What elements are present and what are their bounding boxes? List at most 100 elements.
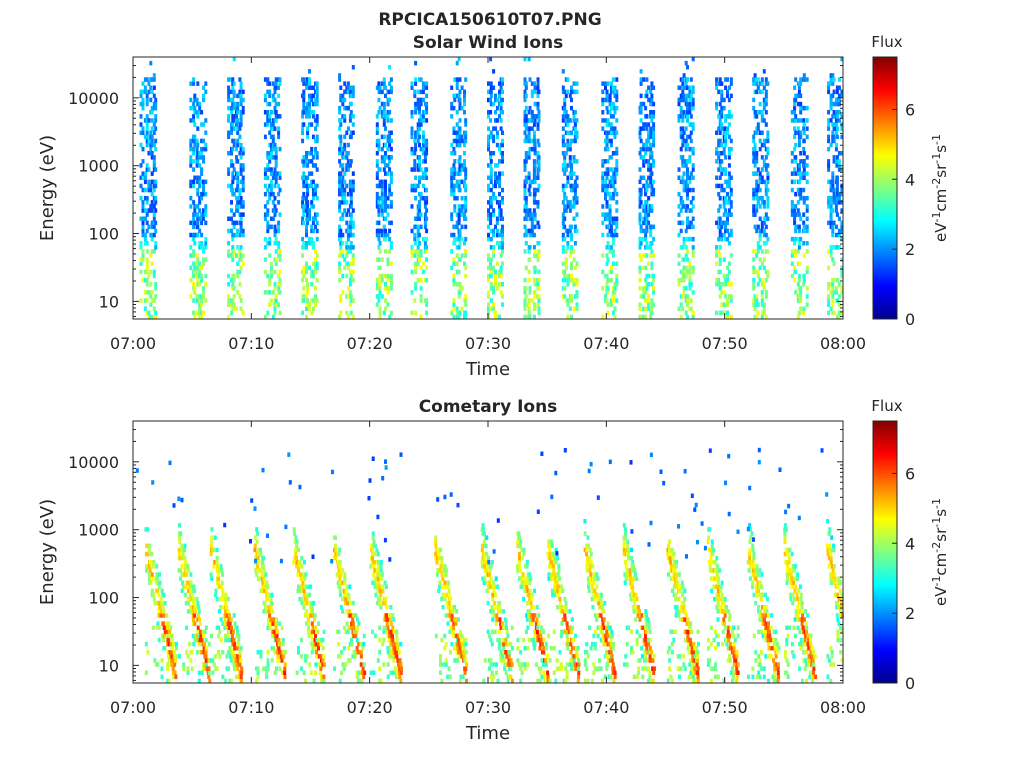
heatmap-cell [729, 253, 733, 258]
heatmap-cell [318, 670, 322, 675]
heatmap-cell [209, 543, 213, 549]
heatmap-cell [150, 560, 153, 565]
heatmap-cell [152, 130, 156, 135]
heatmap-cell [533, 175, 537, 180]
heatmap-cell [377, 220, 381, 226]
heatmap-cell [347, 596, 351, 602]
heatmap-cell [527, 310, 531, 316]
heatmap-cell [263, 97, 267, 103]
heatmap-cell [575, 294, 579, 299]
heatmap-cell [305, 151, 308, 156]
heatmap-cell [802, 212, 806, 217]
heatmap-cell [152, 73, 156, 78]
heatmap-cell [489, 110, 493, 115]
heatmap-cell [299, 596, 303, 602]
heatmap-cell [564, 110, 568, 115]
heatmap-cell [149, 282, 153, 287]
heatmap-cell [197, 605, 201, 610]
heatmap-cell [679, 220, 683, 226]
heatmap-cell [372, 543, 376, 549]
heatmap-cell [346, 81, 350, 86]
heatmap-cell [306, 183, 310, 189]
heatmap-cell [566, 89, 570, 95]
heatmap-cell [227, 629, 230, 635]
heatmap-cell [601, 159, 605, 164]
heatmap-cell [527, 302, 531, 307]
heatmap-cell [609, 196, 613, 201]
heatmap-cell [314, 662, 318, 667]
heatmap-cell [684, 179, 688, 185]
heatmap-cell [162, 613, 166, 618]
heatmap-cell [691, 224, 695, 230]
heatmap-cell [173, 662, 177, 667]
heatmap-cell [386, 196, 390, 201]
heatmap-cell [494, 183, 497, 189]
heatmap-cell [321, 658, 325, 663]
heatmap-cell [414, 77, 418, 82]
heatmap-cell [236, 204, 240, 209]
heatmap-cell [727, 171, 731, 176]
heatmap-cell [650, 151, 654, 156]
heatmap-cell [305, 228, 308, 234]
heatmap-cell [615, 261, 619, 266]
heatmap-cell [143, 216, 147, 221]
heatmap-cell [145, 241, 149, 246]
heatmap-cell [688, 155, 692, 160]
heatmap-cell [794, 155, 798, 160]
heatmap-cell [613, 175, 617, 180]
heatmap-cell [650, 163, 654, 168]
heatmap-cell [143, 232, 147, 238]
heatmap-cell [642, 220, 646, 226]
heatmap-cell [835, 134, 839, 140]
heatmap-cell [196, 232, 200, 238]
heatmap-cell [726, 314, 729, 320]
heatmap-cell [639, 187, 643, 193]
heatmap-cell [533, 224, 537, 230]
heatmap-cell [384, 228, 387, 234]
heatmap-cell [266, 155, 270, 160]
heatmap-cell [266, 187, 270, 193]
heatmap-cell [425, 81, 429, 86]
heatmap-cell [564, 77, 568, 82]
heatmap-cell [686, 224, 689, 230]
heatmap-cell [341, 609, 345, 614]
heatmap-cell [752, 286, 756, 291]
heatmap-cell [829, 306, 833, 311]
heatmap-cell [189, 142, 193, 148]
heatmap-cell [378, 241, 382, 246]
heatmap-cell [797, 163, 801, 168]
heatmap-cell [315, 114, 319, 119]
heatmap-cell [689, 306, 693, 311]
heatmap-cell [230, 310, 233, 316]
heatmap-cell [724, 196, 728, 201]
heatmap-cell [293, 555, 297, 561]
heatmap-cell [239, 253, 243, 258]
heatmap-cell [649, 228, 653, 234]
heatmap-cell [371, 555, 374, 561]
heatmap-cell [527, 249, 531, 254]
heatmap-cell [196, 212, 200, 217]
heatmap-cell [152, 187, 156, 193]
heatmap-cell [720, 89, 724, 95]
heatmap-cell [341, 568, 345, 573]
heatmap-cell [266, 658, 270, 663]
heatmap-cell [642, 253, 646, 258]
heatmap-cell [524, 216, 528, 221]
heatmap-cell [179, 576, 182, 581]
heatmap-cell [186, 670, 190, 675]
heatmap-cell [528, 105, 532, 111]
heatmap-cell [638, 277, 642, 283]
heatmap-cell [523, 187, 527, 193]
heatmap-cell [192, 81, 196, 86]
heatmap-cell [353, 654, 357, 659]
heatmap-cell [537, 167, 541, 172]
heatmap-cell [303, 576, 307, 581]
heatmap-cell [157, 592, 161, 598]
heatmap-cell [464, 130, 468, 135]
heatmap-cell [215, 560, 219, 565]
heatmap-cell [688, 89, 692, 95]
heatmap-cell [720, 167, 724, 172]
heatmap-cell [348, 658, 352, 663]
heatmap-cell [152, 273, 156, 279]
heatmap-cell [760, 155, 764, 160]
